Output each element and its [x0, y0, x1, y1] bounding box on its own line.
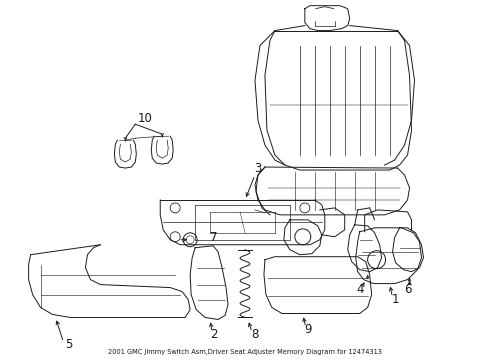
Circle shape — [170, 232, 180, 242]
Circle shape — [294, 229, 310, 245]
Text: 10: 10 — [138, 112, 152, 125]
Text: 8: 8 — [251, 328, 258, 341]
Text: 5: 5 — [65, 338, 72, 351]
Circle shape — [367, 251, 385, 269]
Text: 3: 3 — [254, 162, 261, 175]
Circle shape — [170, 203, 180, 213]
Text: 2: 2 — [210, 328, 217, 341]
Text: 1: 1 — [391, 293, 399, 306]
Text: 4: 4 — [355, 283, 363, 296]
Text: 9: 9 — [304, 323, 311, 336]
Text: 6: 6 — [403, 283, 410, 296]
Text: 2001 GMC Jimmy Switch Asm,Driver Seat Adjuster Memory Diagram for 12474313: 2001 GMC Jimmy Switch Asm,Driver Seat Ad… — [107, 349, 381, 355]
Text: 7: 7 — [210, 231, 217, 244]
Circle shape — [299, 232, 309, 242]
Circle shape — [183, 233, 197, 247]
Circle shape — [299, 203, 309, 213]
Circle shape — [186, 236, 194, 244]
